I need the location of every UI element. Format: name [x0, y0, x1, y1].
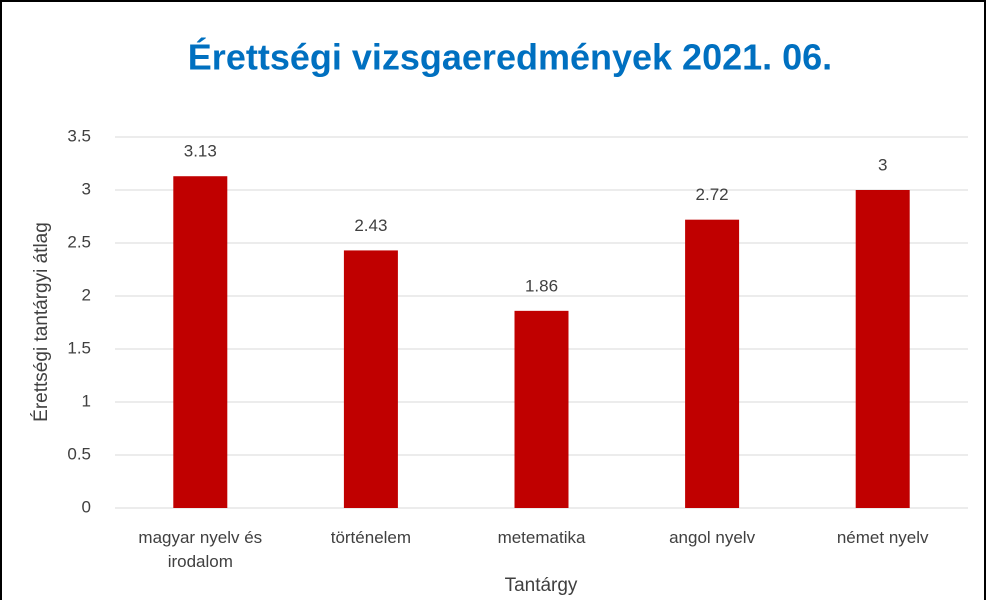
y-tick-label: 2.5 [67, 232, 91, 251]
data-label: 2.72 [696, 185, 729, 204]
x-tick-label: német nyelv [836, 528, 929, 547]
y-tick-label: 1.5 [67, 338, 91, 357]
y-axis-title: Érettségi tantárgyi átlag [31, 222, 52, 422]
data-label: 3.13 [184, 142, 217, 161]
x-tick-label: történelem [330, 528, 412, 547]
y-tick-label: 2 [82, 285, 91, 304]
x-axis-title: Tantárgy [505, 575, 578, 596]
x-tick-label-box: magyar nyelv és irodalom [138, 528, 263, 571]
x-tick-label: angol nyelv [669, 528, 756, 547]
y-tick-label: 0.5 [67, 444, 91, 463]
bar [685, 219, 740, 508]
x-tick-label-box: történelem [330, 528, 412, 547]
data-label: 1.86 [525, 276, 558, 295]
bar [514, 310, 569, 508]
x-tick-label: magyar nyelv és irodalom [138, 528, 263, 571]
x-tick-label: metematika [497, 528, 586, 547]
chart-title: Érettségi vizsgaeredmények 2021. 06. [188, 37, 832, 78]
y-tick-label: 3.5 [67, 126, 91, 145]
bar [855, 190, 910, 508]
y-tick-label: 0 [82, 497, 91, 516]
data-label: 2.43 [354, 216, 387, 235]
x-tick-label-box: metematika [497, 528, 586, 547]
x-tick-label-box: német nyelv [836, 528, 929, 547]
bar [343, 250, 398, 509]
y-tick-label: 3 [82, 179, 91, 198]
y-tick-label: 1 [82, 391, 91, 410]
x-tick-label-box: angol nyelv [669, 528, 756, 547]
bar [173, 176, 228, 508]
data-label: 3 [878, 155, 887, 174]
